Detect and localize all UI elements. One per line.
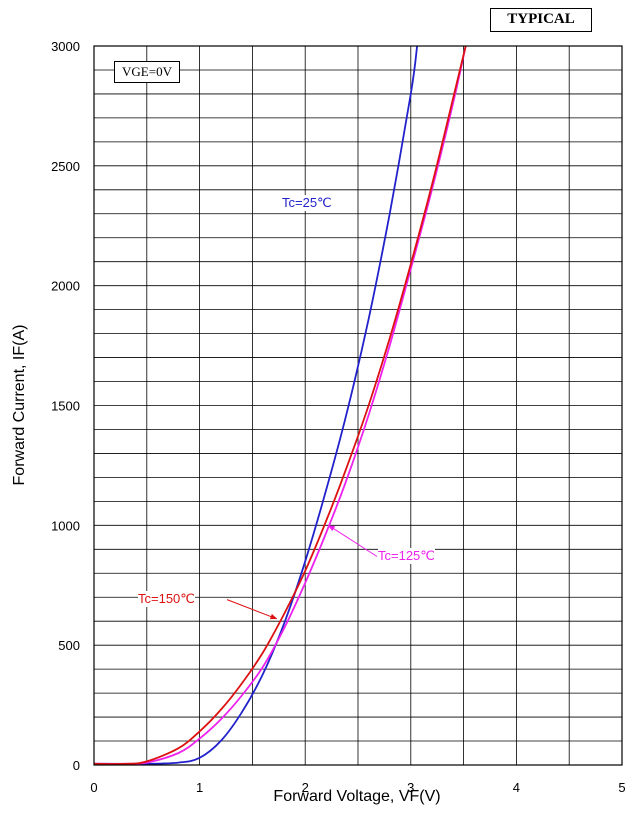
x-tick-label: 5: [618, 780, 625, 795]
series-line-1: [93, 45, 467, 765]
arrow-tc150: [226, 599, 278, 620]
y-tick-label: 1000: [51, 518, 80, 533]
y-axis-title: Forward Current, IF(A): [11, 324, 28, 486]
annotation-arrows: [226, 524, 378, 620]
condition-label: VGE=0V: [114, 61, 180, 83]
series-line-2: [93, 45, 467, 765]
x-tick-label: 1: [196, 780, 203, 795]
y-tick-label: 500: [58, 638, 80, 653]
x-tick-label: 3: [407, 780, 414, 795]
y-tick-label: 1500: [51, 399, 80, 414]
y-tick-label: 2000: [51, 279, 80, 294]
label-tc25: Tc=25℃: [282, 195, 332, 211]
x-tick-labels: 0 1 2 3 4 5: [90, 780, 625, 795]
x-tick-label: 0: [90, 780, 97, 795]
typical-badge: TYPICAL: [490, 8, 592, 32]
y-tick-label: 3000: [51, 39, 80, 54]
label-tc150: Tc=150℃: [138, 591, 195, 607]
x-axis-title: Forward Voltage, VF(V): [273, 788, 441, 805]
plot-frame: [93, 45, 623, 766]
x-tick-label: 4: [513, 780, 520, 795]
y-tick-label: 0: [73, 758, 80, 773]
x-tick-label: 2: [302, 780, 309, 795]
y-tick-label: 2500: [51, 159, 80, 174]
y-tick-labels: 0 500 1000 1500 2000 2500 3000: [51, 39, 80, 773]
arrow-tc125: [327, 524, 378, 557]
series-lines: [93, 45, 467, 765]
grid: [93, 45, 623, 766]
label-tc125: Tc=125℃: [378, 548, 435, 564]
